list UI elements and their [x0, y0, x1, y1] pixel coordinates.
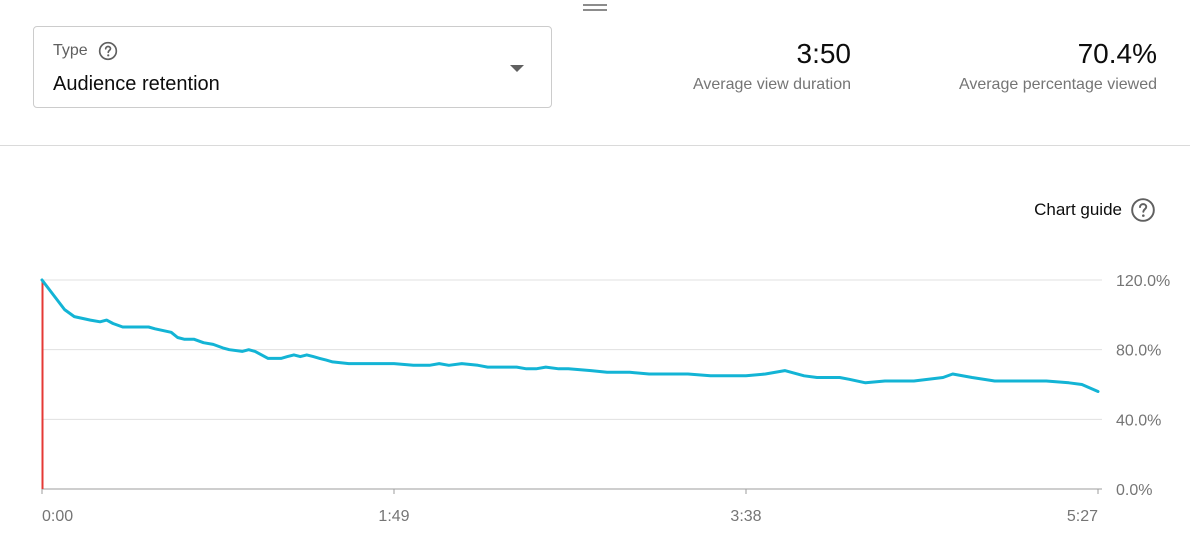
y-tick-label: 120.0%: [1116, 273, 1170, 290]
retention-line: [40, 278, 1100, 393]
metric-value: 3:50: [796, 38, 852, 69]
section-divider: [0, 145, 1190, 146]
type-label-row: Type: [53, 41, 118, 61]
x-tick-label: 1:49: [378, 508, 409, 525]
drag-handle-icon[interactable]: [583, 4, 607, 12]
x-tick-label: 5:27: [1067, 508, 1098, 525]
chart-guide-link[interactable]: Chart guide: [1034, 197, 1156, 223]
metric-average-percentage-viewed: 70.4% Average percentage viewed: [959, 38, 1157, 94]
caret-down-icon[interactable]: [510, 65, 524, 72]
type-label: Type: [53, 42, 88, 59]
metric-label: Average percentage viewed: [958, 76, 1157, 93]
type-dropdown[interactable]: Type Audience retention: [33, 26, 552, 108]
type-selected-value: Audience retention: [53, 73, 220, 95]
metric-average-view-duration: 3:50 Average view duration: [693, 38, 851, 94]
y-tick-label: 80.0%: [1116, 343, 1161, 360]
y-tick-label: 0.0%: [1116, 482, 1152, 499]
metric-label: Average view duration: [692, 76, 851, 93]
metric-value: 70.4%: [1077, 38, 1157, 69]
help-circle-icon[interactable]: [1130, 197, 1156, 223]
help-circle-icon[interactable]: [98, 41, 118, 61]
audience-retention-chart[interactable]: 120.0% 80.0% 40.0% 0.0% 0:00 1:49 3:38 5:27: [0, 260, 1190, 549]
x-tick-label: 0:00: [42, 508, 73, 525]
y-tick-label: 40.0%: [1116, 412, 1161, 429]
x-tick-label: 3:38: [730, 508, 761, 525]
chart-guide-label: Chart guide: [1034, 200, 1122, 219]
